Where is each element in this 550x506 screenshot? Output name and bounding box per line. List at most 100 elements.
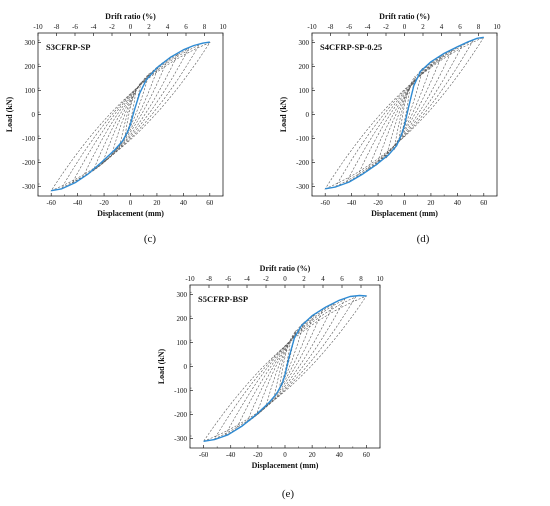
y-tick-label: -100 [22,135,35,143]
specimen-label: S3CFRP-SP [46,42,90,52]
top-x-tick-label: -10 [307,23,317,31]
y-tick-label: -100 [296,135,309,143]
x-tick-label: 0 [403,199,407,207]
panel-caption-e: (e) [282,488,295,500]
top-x-tick-label: 0 [129,23,133,31]
y-tick-label: -300 [22,183,35,191]
top-x-tick-label: -8 [328,23,334,31]
y-tick-label: 200 [177,315,188,323]
top-x-tick-label: 6 [340,275,344,283]
x-tick-label: -60 [199,451,209,459]
y-tick-label: -200 [296,159,309,167]
x-tick-label: -40 [347,199,357,207]
y-tick-label: -200 [174,411,187,419]
top-x-tick-label: 4 [440,23,444,31]
hysteresis-loop-1 [50,41,211,192]
hysteresis-loop-6 [102,65,159,164]
x-tick-label: 60 [206,199,214,207]
envelope-curve [325,36,484,190]
x-tick-label: 20 [153,199,161,207]
top-x-tick-label: -10 [33,23,43,31]
x-tick-label: -60 [47,199,57,207]
top-x-tick-label: -8 [54,23,60,31]
hysteresis-loop-8 [119,81,142,146]
x-tick-label: 0 [283,451,287,459]
x-tick-label: -20 [99,199,109,207]
y-tick-label: -200 [22,159,35,167]
x-tick-label: 40 [180,199,188,207]
y-axis-title: Load (kN) [279,96,288,132]
specimen-label: S4CFRP-SP-0.25 [320,42,382,52]
hysteresis-loop-2 [61,44,200,189]
top-x-axis-title: Drift ratio (%) [260,264,311,273]
top-x-tick-label: -6 [346,23,352,31]
hysteresis-loop-2 [335,39,474,188]
top-x-tick-label: 2 [147,23,151,31]
top-x-tick-label: 6 [458,23,462,31]
x-tick-label: -20 [253,451,263,459]
hysteresis-loop-6 [255,314,315,416]
top-x-tick-label: -6 [225,275,231,283]
chart-panel-e: -60 -40 -20 0 20 40 60-10 -8 -6 -4 -2 0 2 4 6 8 10-300-2… [157,264,384,470]
top-x-tick-label: 8 [477,23,481,31]
plot-frame [37,32,224,197]
top-x-tick-label: -6 [72,23,78,31]
envelope-curve [203,294,367,442]
y-tick-label: 100 [25,87,36,95]
y-tick-label: 200 [299,63,310,71]
panel-caption-c: (c) [144,233,157,245]
chart-panel-d: -60 -40 -20 0 20 40 60-10 -8 -6 -4 -2 0 2 4 6 8 10-300-2… [279,12,501,218]
hysteresis-loop-1 [202,295,368,442]
top-x-tick-label: -2 [109,23,115,31]
top-x-tick-label: 8 [359,275,363,283]
top-x-tick-label: 2 [302,275,306,283]
y-tick-label: 300 [25,39,36,47]
x-tick-label: 40 [336,451,344,459]
y-tick-label: 200 [25,63,36,71]
top-x-tick-label: -8 [206,275,212,283]
top-x-tick-label: -4 [244,275,250,283]
x-axis-title: Displacement (mm) [97,209,164,218]
x-tick-label: 20 [427,199,435,207]
top-x-tick-label: 10 [494,23,502,31]
hysteresis-loop-9 [279,341,291,388]
y-tick-label: -100 [174,387,187,395]
top-x-tick-label: 8 [203,23,207,31]
x-tick-label: -60 [321,199,331,207]
x-axis-title: Displacement (mm) [371,209,438,218]
hysteresis-loop-4 [235,302,335,431]
plot-frame [311,32,498,197]
x-tick-label: 60 [363,451,371,459]
hysteresis-loop-6 [376,60,433,166]
top-x-tick-label: -4 [365,23,371,31]
y-tick-label: 0 [184,363,188,371]
top-x-tick-label: 10 [220,23,228,31]
x-tick-label: 0 [129,199,133,207]
x-tick-label: 20 [309,451,317,459]
y-tick-label: 100 [177,339,188,347]
panel-caption-d: (d) [417,233,430,245]
x-tick-label: -40 [226,451,236,459]
y-tick-label: 300 [177,291,188,299]
top-x-tick-label: 0 [403,23,407,31]
top-x-tick-label: 4 [321,275,325,283]
x-tick-label: -40 [73,199,83,207]
y-tick-label: 300 [299,39,310,47]
hysteresis-loop-8 [393,75,416,151]
hysteresis-loop-5 [366,54,443,172]
top-x-tick-label: -2 [383,23,389,31]
y-axis-title: Load (kN) [157,348,166,384]
y-tick-label: 100 [299,87,310,95]
y-tick-label: -300 [174,435,187,443]
envelope-curve [51,41,210,192]
hysteresis-loop-7 [385,67,424,159]
hysteresis-loop-2 [213,296,357,440]
y-tick-label: 0 [306,111,310,119]
y-tick-label: -300 [296,183,309,191]
top-x-tick-label: 2 [421,23,425,31]
top-x-tick-label: 4 [166,23,170,31]
plot-frame [189,284,381,449]
top-x-tick-label: 10 [377,275,385,283]
hysteresis-loop-9 [124,91,137,136]
